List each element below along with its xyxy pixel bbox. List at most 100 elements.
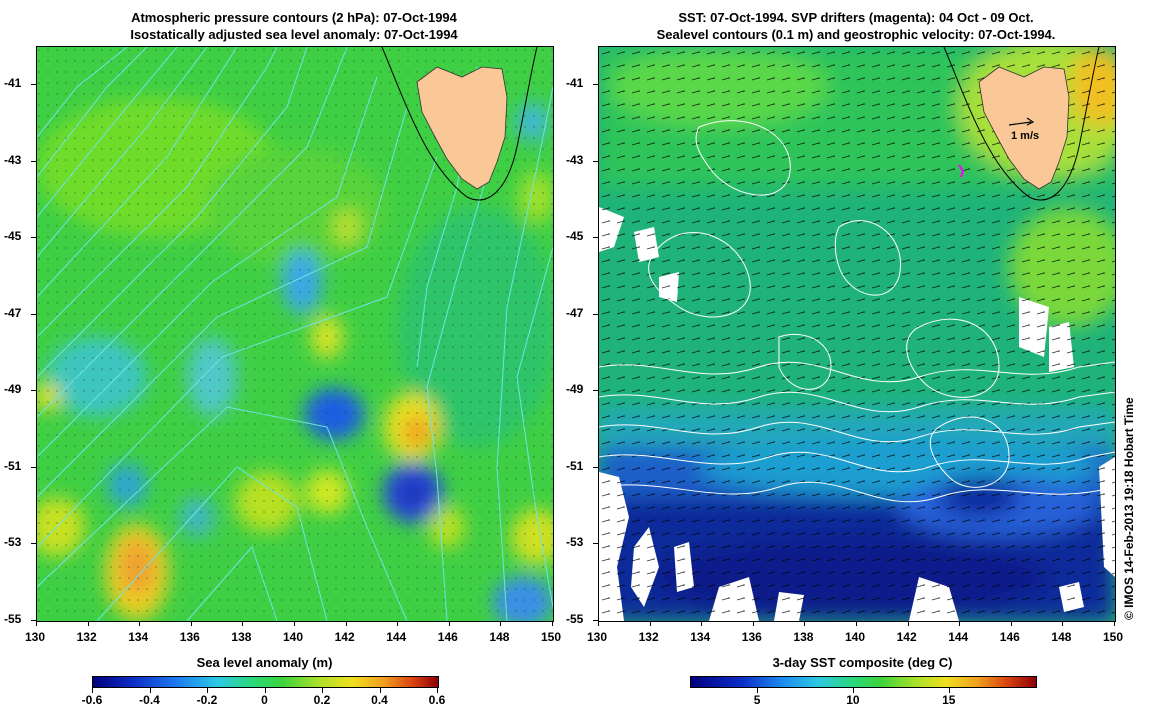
y-tick-mark bbox=[31, 390, 36, 392]
left-colorbar bbox=[92, 676, 439, 688]
vector-scale-arrow bbox=[1008, 121, 1032, 126]
x-tick-label: 132 bbox=[76, 630, 97, 644]
tasmania-land bbox=[416, 66, 508, 190]
x-tick-label: 136 bbox=[741, 630, 762, 644]
tasmania-land bbox=[978, 66, 1070, 190]
x-tick-mark bbox=[856, 621, 857, 626]
x-tick-label: 148 bbox=[489, 630, 510, 644]
y-tick-label: -47 bbox=[566, 305, 584, 320]
y-tick-label: -43 bbox=[4, 152, 22, 167]
colorbar-tick-mark bbox=[207, 688, 208, 693]
x-tick-mark bbox=[397, 621, 399, 626]
x-tick-mark bbox=[1010, 621, 1012, 626]
y-tick-label: -45 bbox=[4, 229, 22, 244]
y-tick-mark bbox=[593, 313, 598, 315]
x-tick-label: 130 bbox=[25, 630, 46, 644]
y-tick-label: -53 bbox=[566, 535, 584, 550]
colorbar-tick-label: 15 bbox=[942, 693, 956, 707]
vector-scale-arrowhead bbox=[1026, 117, 1035, 126]
right-title-line2: Sealevel contours (0.1 m) and geostrophi… bbox=[656, 27, 1056, 42]
colorbar-tick-label: 0.4 bbox=[371, 693, 388, 707]
y-tick-mark bbox=[31, 620, 36, 621]
x-tick-mark bbox=[242, 621, 244, 626]
x-tick-mark bbox=[598, 621, 599, 626]
y-tick-label: -43 bbox=[566, 152, 584, 167]
shelf-contour bbox=[943, 47, 1100, 201]
left-colorbar-title: Sea level anomaly (m) bbox=[196, 655, 333, 670]
left-title: Atmospheric pressure contours (2 hPa): 0… bbox=[36, 9, 552, 43]
colorbar-tick-mark bbox=[322, 688, 323, 693]
y-tick-label: -53 bbox=[4, 535, 22, 550]
x-tick-label: 146 bbox=[437, 630, 458, 644]
left-title-line2: Isostatically adjusted sea level anomaly… bbox=[130, 27, 458, 42]
y-tick-mark bbox=[593, 543, 598, 545]
y-tick-mark bbox=[31, 160, 36, 162]
x-tick-mark bbox=[345, 621, 347, 626]
y-tick-mark bbox=[31, 313, 36, 315]
x-tick-mark bbox=[907, 621, 909, 626]
x-tick-mark bbox=[294, 621, 295, 626]
sea-level-contours bbox=[599, 120, 1115, 503]
x-tick-mark bbox=[87, 621, 89, 626]
sst-svg: 1 m/s bbox=[599, 47, 1115, 621]
x-tick-mark bbox=[959, 621, 961, 626]
y-tick-label: -45 bbox=[566, 229, 584, 244]
y-tick-mark bbox=[31, 237, 36, 239]
colorbar-tick-mark bbox=[264, 688, 266, 693]
sea-level-anomaly-map bbox=[36, 46, 554, 622]
y-tick-mark bbox=[593, 160, 598, 162]
svp-drifter-track bbox=[958, 164, 965, 178]
x-tick-mark bbox=[36, 621, 37, 626]
x-tick-label: 136 bbox=[179, 630, 200, 644]
y-tick-label: -55 bbox=[566, 612, 584, 626]
right-title-line1: SST: 07-Oct-1994. SVP drifters (magenta)… bbox=[678, 10, 1034, 25]
x-tick-label: 138 bbox=[793, 630, 814, 644]
colorbar-tick-mark bbox=[948, 688, 950, 693]
x-tick-label: 134 bbox=[128, 630, 149, 644]
x-tick-mark bbox=[649, 621, 651, 626]
x-tick-mark bbox=[804, 621, 806, 626]
x-tick-label: 132 bbox=[638, 630, 659, 644]
left-title-line1: Atmospheric pressure contours (2 hPa): 0… bbox=[131, 10, 457, 25]
colorbar-tick-label: 10 bbox=[846, 693, 860, 707]
x-tick-mark bbox=[500, 621, 502, 626]
vector-scale-label: 1 m/s bbox=[1011, 130, 1039, 142]
x-tick-mark bbox=[752, 621, 754, 626]
colorbar-tick-mark bbox=[379, 688, 381, 693]
y-tick-label: -41 bbox=[566, 76, 584, 91]
x-tick-label: 150 bbox=[1103, 630, 1124, 644]
right-title: SST: 07-Oct-1994. SVP drifters (magenta)… bbox=[598, 9, 1114, 43]
y-tick-label: -49 bbox=[4, 382, 22, 397]
x-tick-mark bbox=[448, 621, 450, 626]
sst-map: 1 m/s bbox=[598, 46, 1116, 622]
y-tick-mark bbox=[31, 466, 36, 468]
x-tick-label: 142 bbox=[896, 630, 917, 644]
x-tick-label: 134 bbox=[690, 630, 711, 644]
x-tick-label: 142 bbox=[334, 630, 355, 644]
y-tick-mark bbox=[593, 237, 598, 239]
imos-credit: © IMOS 14-Feb-2013 19:18 Hobart Time bbox=[1122, 397, 1136, 620]
colorbar-tick-label: -0.4 bbox=[139, 693, 160, 707]
y-tick-mark bbox=[593, 466, 598, 468]
x-tick-label: 150 bbox=[541, 630, 562, 644]
x-tick-mark bbox=[139, 621, 141, 626]
colorbar-tick-label: 0.6 bbox=[428, 693, 446, 707]
x-tick-label: 130 bbox=[587, 630, 608, 644]
colorbar-tick-label: -0.6 bbox=[81, 693, 103, 707]
x-tick-mark bbox=[1062, 621, 1064, 626]
y-tick-mark bbox=[31, 84, 36, 86]
y-tick-mark bbox=[593, 84, 598, 86]
y-tick-mark bbox=[31, 543, 36, 545]
colorbar-tick-label: 5 bbox=[753, 693, 761, 707]
x-tick-label: 140 bbox=[283, 630, 304, 644]
x-tick-label: 138 bbox=[231, 630, 252, 644]
x-tick-label: 140 bbox=[845, 630, 866, 644]
colorbar-tick-label: -0.2 bbox=[196, 693, 218, 707]
y-tick-label: -51 bbox=[566, 458, 584, 473]
right-colorbar-title: 3-day SST composite (deg C) bbox=[772, 655, 953, 670]
x-tick-mark bbox=[701, 621, 703, 626]
colorbar-tick-mark bbox=[437, 688, 438, 693]
y-tick-label: -49 bbox=[566, 382, 584, 397]
y-tick-mark bbox=[593, 390, 598, 392]
sea-level-anomaly-svg bbox=[37, 47, 553, 621]
